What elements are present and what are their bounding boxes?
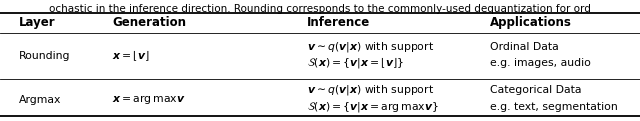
Text: Layer: Layer <box>19 15 56 29</box>
Text: $\boldsymbol{v} \sim q(\boldsymbol{v}|\boldsymbol{x})$ with support: $\boldsymbol{v} \sim q(\boldsymbol{v}|\b… <box>307 40 435 54</box>
Text: Argmax: Argmax <box>19 95 61 105</box>
Text: $\boldsymbol{x} = \lfloor \boldsymbol{v} \rfloor$: $\boldsymbol{x} = \lfloor \boldsymbol{v}… <box>112 49 150 63</box>
Text: Rounding: Rounding <box>19 51 70 61</box>
Text: Inference: Inference <box>307 15 371 29</box>
Text: $\mathcal{S}(\boldsymbol{x}) = \{\boldsymbol{v}|\boldsymbol{x} = \arg\max \bolds: $\mathcal{S}(\boldsymbol{x}) = \{\boldsy… <box>307 100 439 114</box>
Text: ochastic in the inference direction. Rounding corresponds to the commonly-used d: ochastic in the inference direction. Rou… <box>49 4 591 14</box>
Text: e.g. images, audio: e.g. images, audio <box>490 58 591 68</box>
Text: Ordinal Data: Ordinal Data <box>490 42 558 52</box>
Text: $\boldsymbol{x} = \arg\max \boldsymbol{v}$: $\boldsymbol{x} = \arg\max \boldsymbol{v… <box>112 94 186 106</box>
Text: e.g. text, segmentation: e.g. text, segmentation <box>490 102 618 112</box>
Text: Applications: Applications <box>490 15 572 29</box>
Text: Generation: Generation <box>112 15 186 29</box>
Text: Categorical Data: Categorical Data <box>490 85 581 95</box>
Text: $\boldsymbol{v} \sim q(\boldsymbol{v}|\boldsymbol{x})$ with support: $\boldsymbol{v} \sim q(\boldsymbol{v}|\b… <box>307 83 435 97</box>
Text: $\mathcal{S}(\boldsymbol{x}) = \{\boldsymbol{v}|\boldsymbol{x} = \lfloor \boldsy: $\mathcal{S}(\boldsymbol{x}) = \{\boldsy… <box>307 56 404 71</box>
